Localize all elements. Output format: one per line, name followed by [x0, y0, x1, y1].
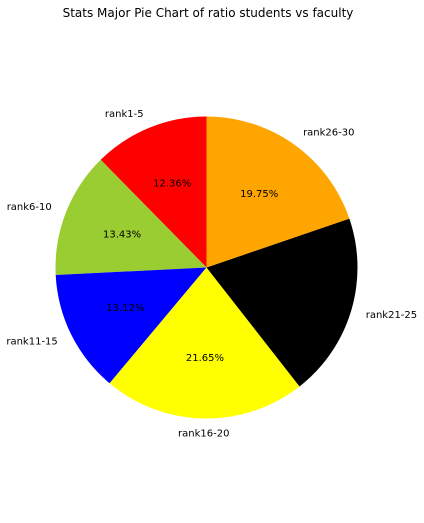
pie-slice-rank21-25: [206, 218, 358, 387]
chart-title: Stats Major Pie Chart of ratio students …: [62, 6, 354, 20]
slice-label-rank1-5: rank1-5: [105, 109, 144, 120]
slice-label-rank16-20: rank16-20: [178, 429, 229, 440]
pie-slice-rank11-15: [55, 267, 207, 384]
pie-slice-rank16-20: [109, 267, 300, 419]
pie-slices: [55, 116, 358, 419]
slice-percent-rank26-30: 19.75%: [240, 189, 278, 200]
slice-label-rank26-30: rank26-30: [303, 127, 354, 138]
slice-label-rank21-25: rank21-25: [366, 310, 417, 321]
slice-percent-rank1-5: 12.36%: [153, 179, 191, 190]
pie-slice-rank1-5: [100, 116, 207, 268]
slice-percent-rank11-15: 13.12%: [106, 303, 144, 314]
pie-slice-rank26-30: [206, 116, 350, 268]
slice-label-rank11-15: rank11-15: [6, 337, 57, 348]
slice-percent-rank6-10: 13.43%: [103, 230, 141, 241]
pie-labels: rank1-5 12.36% rank6-10 13.43% rank11-15 13.1…: [6, 109, 417, 440]
slice-label-rank6-10: rank6-10: [7, 202, 52, 213]
slice-percent-rank16-20: 21.65%: [186, 353, 224, 364]
pie-slice-rank6-10: [55, 159, 207, 275]
